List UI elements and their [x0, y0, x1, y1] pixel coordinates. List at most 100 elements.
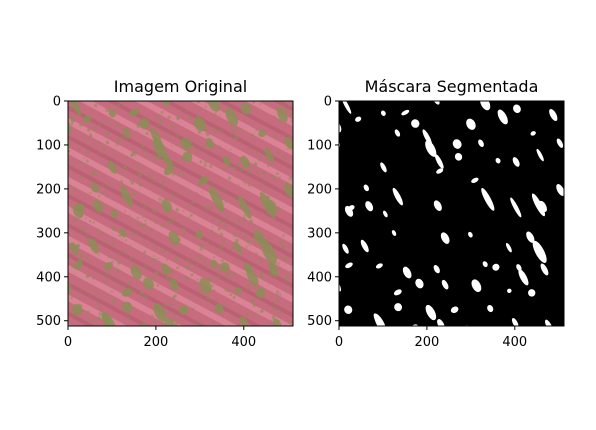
plant-speck [211, 126, 216, 131]
plant-speck [145, 176, 147, 179]
plant-speck [78, 292, 81, 295]
plant-speck [220, 305, 223, 308]
plant-speck [264, 172, 266, 174]
plant-speck [266, 195, 270, 200]
y-tick-label: 100 [36, 138, 61, 153]
plant-speck [142, 148, 147, 153]
plant-speck [213, 256, 215, 259]
plant-speck [211, 145, 215, 149]
plant-speck [203, 163, 207, 168]
plant-speck [245, 245, 248, 248]
plant-speck [123, 250, 127, 254]
plant-speck [144, 219, 147, 222]
plant-speck [157, 125, 160, 128]
plant-speck [253, 162, 258, 166]
plant-speck [235, 127, 239, 131]
plant-speck [190, 145, 195, 149]
plant-speck [207, 144, 211, 148]
plant-speck [140, 144, 145, 148]
plant-speck [215, 129, 219, 134]
plant-speck [270, 296, 273, 299]
plant-speck [139, 223, 144, 228]
plant-speck [152, 320, 157, 324]
plant-speck [143, 265, 147, 268]
plant-speck [126, 128, 130, 132]
plant-speck [113, 298, 117, 302]
plant-speck [244, 236, 247, 239]
plant-speck [158, 260, 161, 263]
plant-speck [254, 270, 257, 272]
plant-speck [79, 291, 83, 294]
mask-blob [440, 232, 450, 244]
plant-speck [89, 134, 93, 138]
plant-speck [206, 264, 209, 267]
plant-speck [77, 147, 81, 151]
plant-patch [264, 147, 274, 163]
plant-speck [214, 114, 217, 117]
plant-speck [233, 272, 237, 276]
plant-speck [98, 123, 101, 126]
mask-blob [383, 210, 388, 218]
plant-patch [72, 261, 84, 270]
plant-speck [104, 131, 109, 136]
plant-speck [81, 227, 84, 231]
plant-speck [177, 237, 181, 242]
plant-speck [259, 273, 263, 277]
plant-speck [85, 166, 88, 169]
plant-speck [80, 253, 84, 258]
plant-patch [284, 137, 293, 150]
plant-speck [208, 180, 212, 183]
plant-speck [231, 130, 236, 135]
plant-speck [88, 243, 90, 246]
plant-speck [105, 140, 110, 145]
plant-speck [118, 137, 122, 141]
plant-speck [180, 109, 184, 113]
plant-speck [175, 161, 178, 163]
plant-speck [175, 134, 180, 138]
mask-blob [540, 263, 549, 276]
plant-speck [288, 246, 290, 248]
plant-speck [171, 219, 174, 223]
plant-speck [120, 238, 123, 241]
plant-speck [239, 127, 243, 131]
plant-speck [124, 239, 128, 242]
plant-speck [70, 296, 73, 300]
plant-speck [198, 255, 203, 259]
plant-speck [157, 257, 160, 260]
plant-speck [97, 194, 101, 198]
plant-speck [260, 289, 263, 291]
plant-speck [182, 232, 186, 236]
mask-blob [394, 303, 403, 312]
plant-speck [204, 161, 206, 163]
plant-speck [86, 270, 89, 273]
plant-speck [99, 163, 102, 165]
plant-speck [237, 183, 240, 186]
plant-speck [246, 313, 249, 316]
plant-patch [121, 288, 132, 297]
plant-speck [229, 293, 233, 296]
plant-speck [83, 157, 86, 160]
plant-patch [260, 239, 277, 265]
plant-speck [87, 128, 91, 132]
plant-speck [154, 270, 159, 275]
plant-speck [110, 122, 113, 125]
plant-speck [246, 313, 249, 317]
plant-speck [74, 273, 76, 275]
plant-speck [69, 116, 73, 120]
plant-speck [262, 250, 265, 253]
plant-speck [215, 306, 219, 310]
plant-speck [77, 113, 81, 117]
plant-speck [253, 264, 256, 266]
plant-speck [150, 314, 154, 318]
mask-blob [380, 162, 387, 173]
plant-speck [290, 119, 293, 123]
plant-speck [174, 256, 179, 261]
plant-speck [232, 166, 237, 171]
plant-speck [260, 238, 263, 242]
plant-speck [110, 290, 114, 294]
plant-speck [289, 239, 292, 242]
plant-speck [244, 231, 248, 235]
mask-blob [556, 138, 564, 148]
plant-speck [71, 258, 73, 260]
plant-speck [71, 106, 74, 109]
